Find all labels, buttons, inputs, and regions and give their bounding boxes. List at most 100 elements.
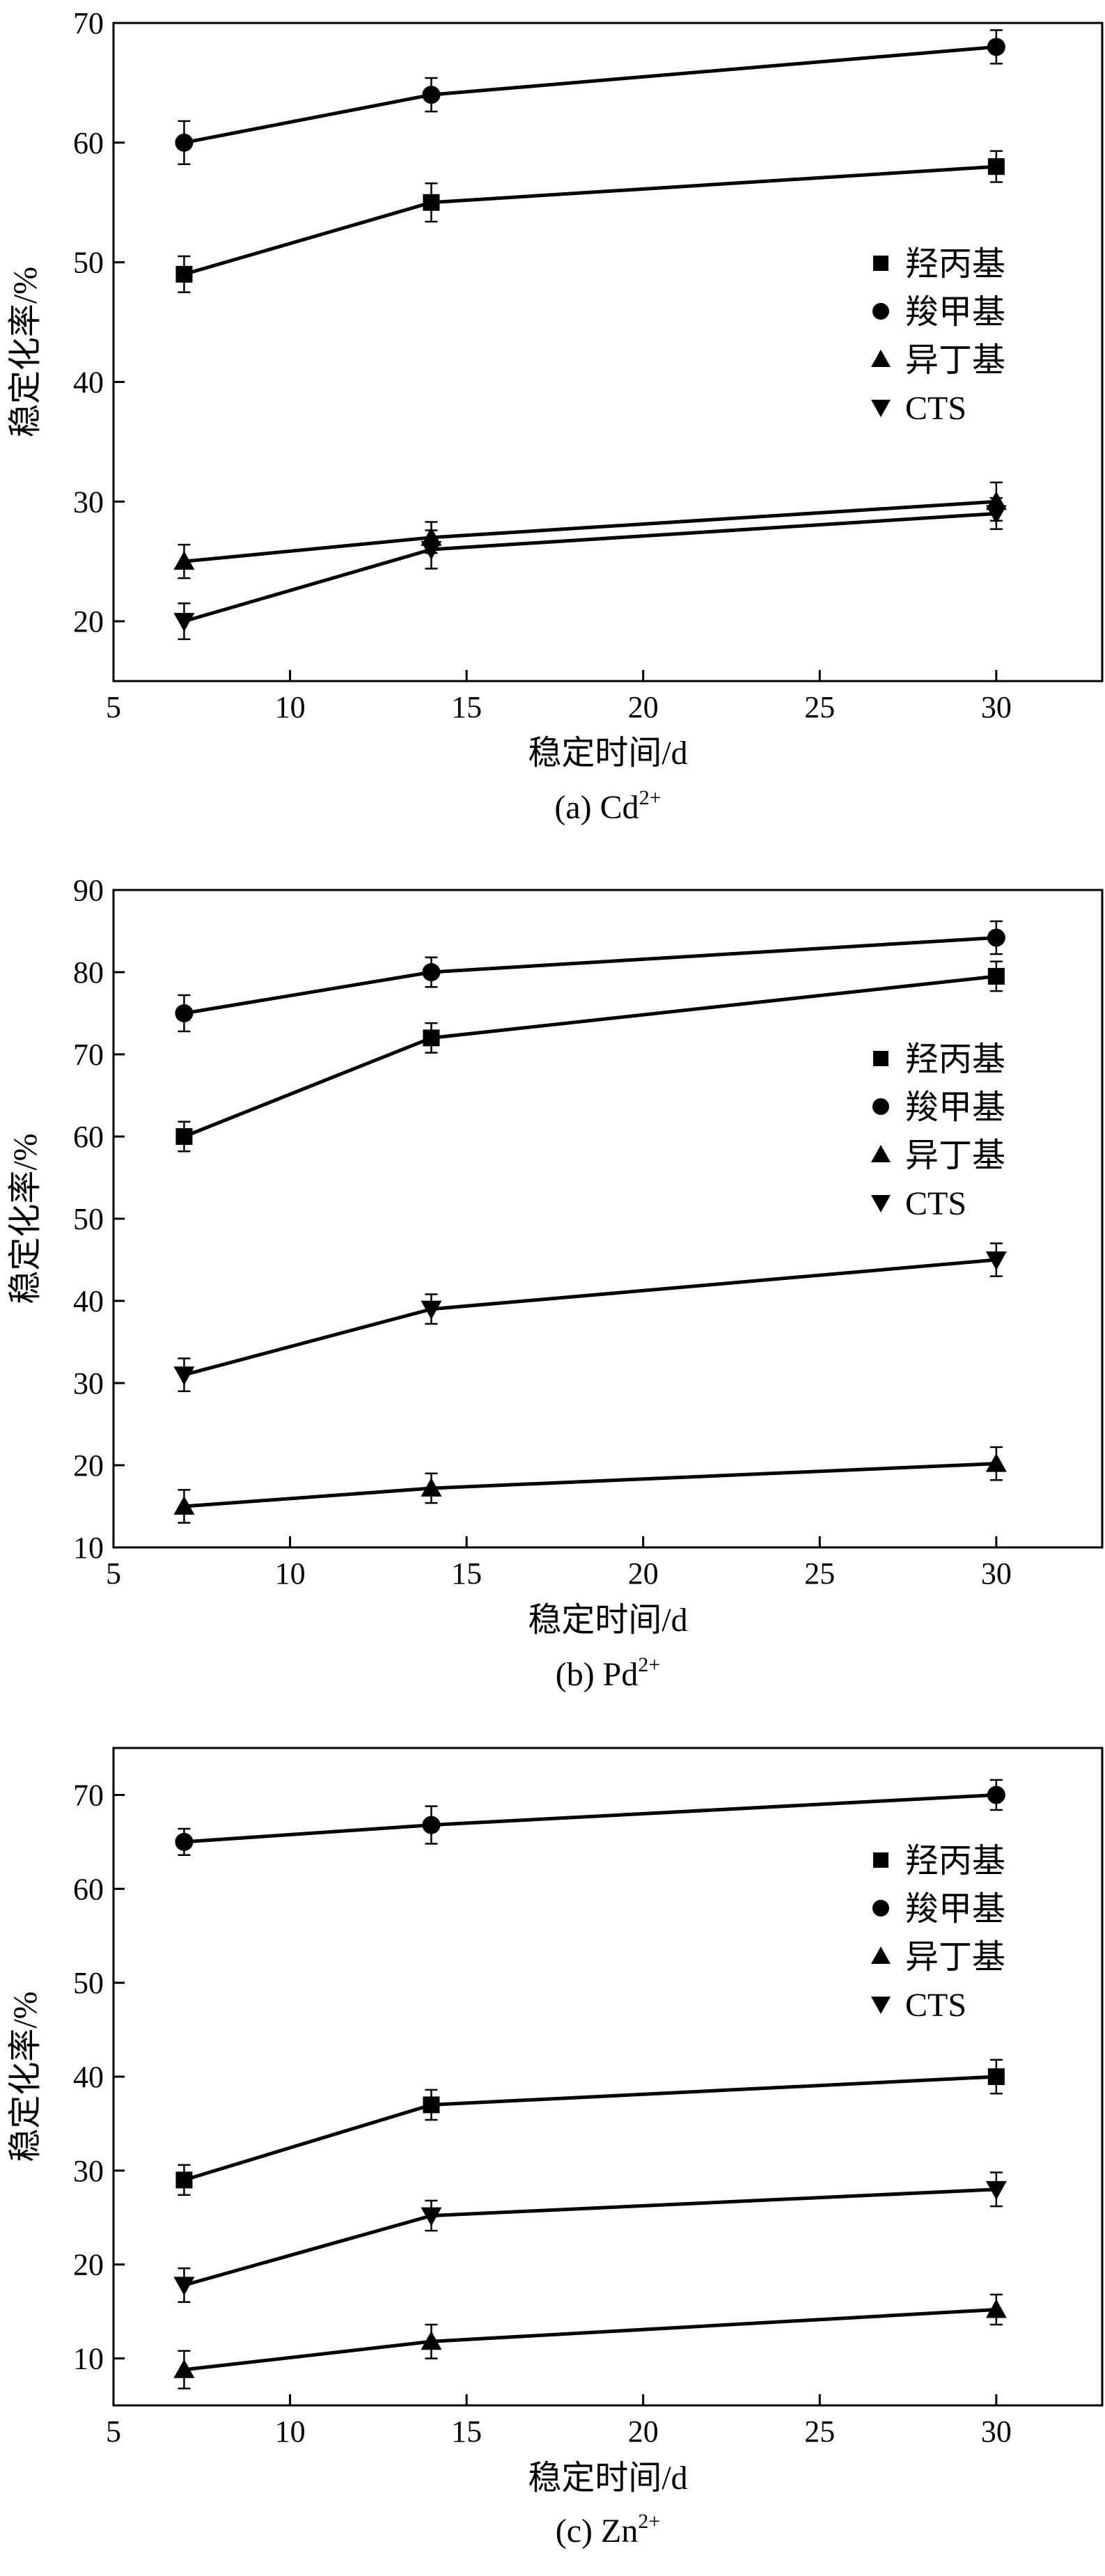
y-tick-label: 50 [73,1202,104,1236]
series-triangle-up [173,1446,1007,1524]
y-tick-label: 10 [73,1531,104,1565]
y-tick-label: 70 [73,1038,104,1072]
caption-superscript: 2+ [639,786,661,809]
caption-superscript: 2+ [638,2510,660,2533]
legend-marker-square [873,1852,888,1868]
legend-label: 羟丙基 [905,1041,1005,1078]
y-tick-label: 20 [73,1449,104,1483]
x-tick-label: 5 [106,690,121,724]
data-point [421,2331,442,2350]
caption-superscript: 2+ [638,1653,660,1676]
series-square [175,2059,1005,2196]
y-tick-label: 80 [73,955,104,990]
series-line [183,2187,996,2287]
data-point [173,1366,195,1386]
x-tick-label: 20 [628,2414,659,2449]
caption-main: (b) Pd [556,1656,638,1693]
series-triangle-down [173,1242,1007,1393]
y-tick-label: 40 [73,365,104,399]
data-point [175,1832,194,1851]
legend-label: 羧甲基 [905,1089,1005,1126]
y-tick-label: 20 [73,604,104,639]
x-tick-label: 10 [275,690,306,724]
plot-frame [112,22,1104,682]
data-point [423,194,440,211]
data-point [985,1453,1007,1472]
data-point [987,38,1005,56]
y-axis-title: 稳定化率/% [7,1133,44,1304]
data-point [987,158,1005,175]
series-line [184,2307,996,2372]
y-tick-label: 40 [73,1284,104,1318]
data-point [985,1251,1007,1270]
x-tick-label: 10 [275,1556,306,1591]
y-tick-label: 70 [73,1778,104,1812]
data-point [173,1496,195,1515]
legend-marker-triangle-down [871,400,891,417]
x-axis-title: 稳定时间/d [528,735,687,772]
series-line [184,1793,996,1844]
data-point [175,1004,194,1022]
series-triangle-down [173,2171,1007,2303]
series-circle [175,29,1005,165]
y-axis-title: 稳定化率/% [7,267,44,437]
x-tick-label: 5 [106,2414,121,2449]
y-tick-label: 30 [73,2154,104,2188]
y-tick-label: 60 [73,126,104,160]
data-point [421,1478,442,1497]
legend-marker-square [873,256,888,271]
legend-label: 羟丙基 [905,246,1005,283]
series-line [183,511,997,623]
x-tick-label: 30 [981,1556,1012,1591]
legend-marker-circle [872,1098,889,1115]
data-point [175,1128,193,1145]
x-tick-label: 15 [451,690,482,724]
caption-main: (c) Zn [556,2513,638,2550]
x-tick-label: 10 [275,2414,306,2449]
chart-panel-2: 5 10 15 20 25 30102030405060708090稳定时间/d稳定化率/… [7,873,1104,1693]
legend-label: CTS [905,390,966,427]
data-point [421,2207,442,2226]
series-line [183,2075,996,2182]
data-point [987,2068,1005,2085]
legend-label: 异丁基 [905,1939,1005,1976]
caption-main: (a) Cd [554,789,638,826]
data-point [422,963,441,981]
data-point [173,2359,195,2378]
data-point [987,967,1005,985]
y-tick-label: 10 [73,2342,104,2376]
panel-caption: (c) Zn2+ [556,2510,661,2550]
series-line [184,499,997,563]
x-tick-label: 25 [804,690,835,724]
series-line [184,1462,996,1508]
legend-label: 异丁基 [905,1137,1005,1174]
x-tick-label: 25 [804,2414,835,2449]
data-point [173,551,195,570]
data-point [985,505,1007,524]
chart-panel-3: 5 10 15 20 25 30 10 20 30 40 50 60 70 稳定时间/d 稳定化率/% (c)… [7,1747,1104,2550]
y-tick-label: 50 [73,1966,104,2000]
legend-label: 羟丙基 [905,1843,1005,1880]
data-point [421,1300,442,1320]
y-tick-label: 30 [73,485,104,519]
legend-marker-triangle-up [871,1145,891,1162]
y-tick-label: 20 [73,2248,104,2282]
legend-label: 羧甲基 [905,294,1005,331]
x-axis-title: 稳定时间/d [528,1602,687,1639]
series-line [183,45,997,145]
legend-label: 异丁基 [905,342,1005,379]
legend-marker-triangle-down [871,1997,891,2014]
data-point [985,2180,1007,2200]
x-tick-label: 15 [451,2414,482,2449]
data-point [173,2277,195,2296]
series-circle [175,920,1005,1033]
y-tick-label: 40 [73,2060,104,2094]
panel-caption: (a) Cd2+ [554,786,661,826]
data-point [422,86,441,104]
y-axis-title: 稳定化率/% [7,1991,44,2162]
series-square [175,960,1005,1153]
legend-marker-triangle-up [871,350,891,367]
data-point [987,1786,1005,1804]
